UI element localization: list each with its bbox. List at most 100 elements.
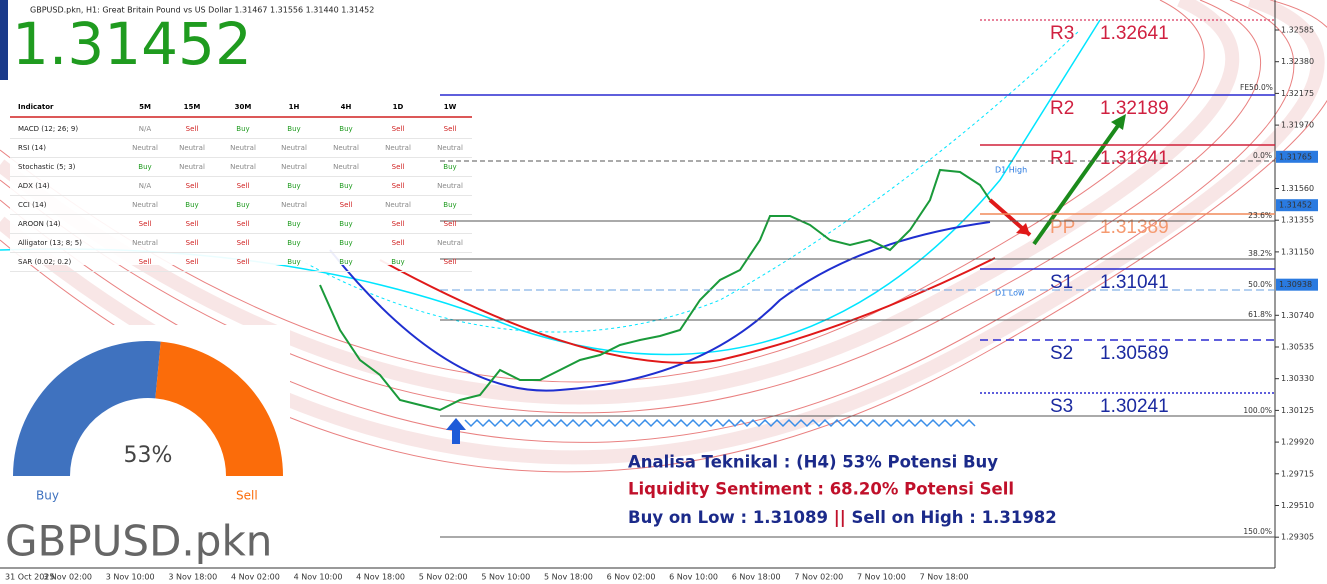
price-marker xyxy=(1276,199,1318,212)
indicator-name: Stochastic (5; 3) xyxy=(18,163,76,171)
price-tick: 1.31560 xyxy=(1281,184,1314,193)
table-header: 4H xyxy=(341,103,352,111)
time-tick: 7 Nov 10:00 xyxy=(857,573,906,582)
fib-label: 61.8% xyxy=(1248,310,1272,319)
level-value: 1.31389 xyxy=(1100,217,1169,238)
signal: Neutral xyxy=(230,163,256,171)
level-value: 1.31041 xyxy=(1100,272,1169,293)
band xyxy=(0,0,1205,383)
level-name: R2 xyxy=(1050,98,1074,119)
table-header: 1H xyxy=(289,103,300,111)
signal: Buy xyxy=(339,239,352,247)
signal: Sell xyxy=(392,182,405,190)
signal: Buy xyxy=(287,220,300,228)
fib-label: 50.0% xyxy=(1248,280,1272,289)
signal: Buy xyxy=(287,125,300,133)
time-tick: 3 Nov 10:00 xyxy=(106,573,155,582)
signal: Buy xyxy=(339,125,352,133)
arrow-green-head xyxy=(1111,114,1126,130)
signal: Sell xyxy=(392,125,405,133)
time-tick: 5 Nov 10:00 xyxy=(481,573,530,582)
signal: Neutral xyxy=(437,182,463,190)
signal: Sell xyxy=(444,258,457,266)
time-tick: 4 Nov 18:00 xyxy=(356,573,405,582)
price-tick: 1.32175 xyxy=(1281,89,1314,98)
signal: Buy xyxy=(287,182,300,190)
time-tick: 7 Nov 18:00 xyxy=(920,573,969,582)
signal: Neutral xyxy=(385,201,411,209)
time-tick: 6 Nov 02:00 xyxy=(607,573,656,582)
time-tick: 7 Nov 02:00 xyxy=(794,573,843,582)
signal: N/A xyxy=(139,182,152,190)
time-tick: 4 Nov 10:00 xyxy=(294,573,343,582)
signal: Neutral xyxy=(281,144,307,152)
price-tick: 1.30330 xyxy=(1281,374,1314,383)
signal: Sell xyxy=(237,182,250,190)
time-tick: 6 Nov 10:00 xyxy=(669,573,718,582)
signal: Buy xyxy=(287,239,300,247)
time-tick: 6 Nov 18:00 xyxy=(732,573,781,582)
analysis-line: Liquidity Sentiment : 68.20% Potensi Sel… xyxy=(628,480,1014,499)
signal: Sell xyxy=(444,125,457,133)
signal: Sell xyxy=(237,258,250,266)
price-path xyxy=(319,168,991,412)
signal: Neutral xyxy=(281,201,307,209)
indicator-name: MACD (12; 26; 9) xyxy=(18,125,78,133)
gauge-label: 53% xyxy=(124,443,173,468)
price-marker xyxy=(1276,150,1318,163)
signal: Sell xyxy=(237,239,250,247)
table-header: 1D xyxy=(393,103,404,111)
level-value: 1.32641 xyxy=(1100,23,1169,44)
signal: Sell xyxy=(186,239,199,247)
signal: Buy xyxy=(287,258,300,266)
fib-label: 23.6% xyxy=(1248,211,1272,220)
signal: Sell xyxy=(392,163,405,171)
arrow-up xyxy=(446,418,466,444)
signal: Buy xyxy=(443,163,456,171)
d1-low: D1 Low xyxy=(995,289,1025,298)
symbol-line: GBPUSD.pkn, H1: Great Britain Pound vs U… xyxy=(30,6,374,15)
signal: Buy xyxy=(236,125,249,133)
level-value: 1.30589 xyxy=(1100,343,1169,364)
corner xyxy=(0,0,8,80)
level-name: S3 xyxy=(1050,396,1073,417)
time-tick: 4 Nov 02:00 xyxy=(231,573,280,582)
signal: Sell xyxy=(139,258,152,266)
table-bg xyxy=(10,97,472,265)
signal: Neutral xyxy=(230,144,256,152)
signal: Sell xyxy=(237,220,250,228)
signal: Neutral xyxy=(333,144,359,152)
signal: Neutral xyxy=(333,163,359,171)
price-tick: 1.32585 xyxy=(1281,26,1314,35)
signal: Neutral xyxy=(385,144,411,152)
price-tick: 1.29510 xyxy=(1281,501,1314,510)
signal: Sell xyxy=(392,239,405,247)
price-tick: 1.32380 xyxy=(1281,57,1314,66)
price-tick: 1.29715 xyxy=(1281,469,1314,478)
signal: Neutral xyxy=(132,201,158,209)
signal: Neutral xyxy=(179,163,205,171)
level-name: R3 xyxy=(1050,23,1074,44)
fib-label: 38.2% xyxy=(1248,249,1272,258)
signal: Neutral xyxy=(437,239,463,247)
time-tick: 3 Nov 18:00 xyxy=(168,573,217,582)
separator: || xyxy=(834,508,846,528)
table-header: 1W xyxy=(444,103,457,111)
signal: Neutral xyxy=(179,144,205,152)
table-header: Indicator xyxy=(18,103,54,111)
ma-red xyxy=(379,257,996,364)
table-header: 30M xyxy=(235,103,252,111)
time-tick: 5 Nov 02:00 xyxy=(419,573,468,582)
price-tick: 1.29305 xyxy=(1281,533,1314,542)
arrow-red-head xyxy=(1016,223,1030,235)
fib-label: 100.0% xyxy=(1243,406,1272,415)
signal: Buy xyxy=(443,201,456,209)
indicator-name: ADX (14) xyxy=(18,182,50,190)
indicator-name: CCI (14) xyxy=(18,201,47,209)
signal: Buy xyxy=(339,258,352,266)
big-price: 1.31452 xyxy=(12,10,252,78)
signal: Sell xyxy=(139,220,152,228)
table-header: 15M xyxy=(184,103,201,111)
price-tick: 1.31970 xyxy=(1281,121,1314,130)
